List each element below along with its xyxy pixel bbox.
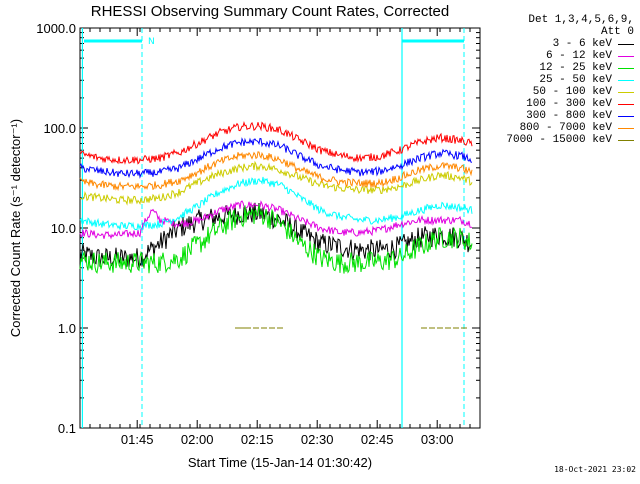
x-tick-label: 02:30 [301,432,334,447]
legend-entry-label: 25 - 50 keV [539,74,612,86]
legend-entry-label: 800 - 7000 keV [519,122,612,134]
series-line-800-7000-kev [79,151,473,192]
y-axis-label: Corrected Count Rate (s⁻¹ detector⁻¹) [8,119,23,337]
legend-entry-label: 7000 - 15000 keV [506,134,612,146]
x-tick-label: 03:00 [421,432,454,447]
legend-entry-label: 50 - 100 keV [532,86,612,98]
legend-entry: 25 - 50 keV [474,74,634,86]
legend-entry: 800 - 7000 keV [474,122,634,134]
x-tick-label: 02:15 [241,432,274,447]
legend-entry: 6 - 12 keV [474,50,634,62]
legend-entry: 12 - 25 keV [474,62,634,74]
legend-entry-label: 3 - 6 keV [552,38,612,50]
series-line-50-100-kev [79,160,473,206]
x-axis-label: Start Time (15-Jan-14 01:30:42) [188,455,372,470]
y-tick-label: 100.0 [43,121,76,136]
chart-title: RHESSI Observing Summary Count Rates, Co… [91,3,449,20]
series-line-12-25-kev [79,204,473,274]
legend-entry-label: 6 - 12 keV [545,50,612,62]
legend-title-line-2: Att 0 [600,26,634,38]
legend-swatch [618,103,634,105]
legend-swatch [618,55,634,57]
series-line-300-800-kev [79,137,473,179]
legend-swatch [618,67,634,69]
y-tick-label: 10.0 [51,221,76,236]
legend-swatch [618,91,634,93]
x-tick-label: 02:00 [181,432,214,447]
x-tick-label: 02:45 [361,432,394,447]
legend-title-line-1: Det 1,3,4,5,6,9, [528,14,634,26]
y-tick-label: 1.0 [58,321,76,336]
legend-entry: 50 - 100 keV [474,86,634,98]
legend-entry: 100 - 300 keV [474,98,634,110]
x-tick-label: 01:45 [121,432,154,447]
timestamp: 18-Oct-2021 23:02 [554,465,636,474]
legend-swatch [618,127,634,129]
series-line-100-300-kev [79,120,473,165]
bar-annotation: N [148,37,155,47]
legend-entry-label: 100 - 300 keV [526,98,612,110]
legend-entry: 7000 - 15000 keV [474,134,634,146]
legend-entry: 300 - 800 keV [474,110,634,122]
legend-swatch [618,115,634,117]
legend-entry-label: 300 - 800 keV [526,110,612,122]
series-line-6-12-kev [79,200,473,240]
y-tick-label: 1000.0 [36,21,76,36]
legend-swatch [618,79,634,81]
legend-swatch [618,43,634,45]
legend-entry-label: 12 - 25 keV [539,62,612,74]
plot-frame [79,27,481,429]
legend-entry: 3 - 6 keV [474,38,634,50]
legend: Det 1,3,4,5,6,9, Att 0 3 - 6 keV 6 - 12 k… [474,14,634,146]
y-tick-label: 0.1 [58,421,76,436]
series-line-25-50-kev [79,176,473,231]
legend-swatch [618,139,634,141]
